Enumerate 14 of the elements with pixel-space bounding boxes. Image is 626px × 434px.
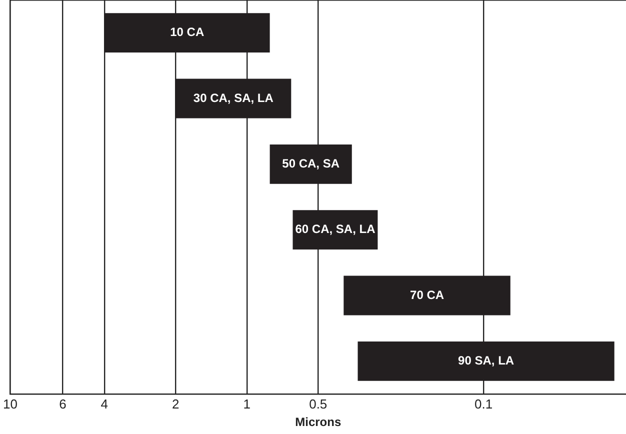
x-tick-label: 2: [172, 396, 180, 412]
y-tick-label: 60 CA, SA, LA: [295, 222, 376, 236]
y-tick-label: 70 CA: [410, 288, 444, 302]
x-tick-label: 1: [243, 396, 250, 412]
y-tick-label: 90 SA, LA: [458, 353, 514, 368]
y-tick-label: 30 CA, SA, LA: [193, 90, 274, 105]
x-tick-label: 0.5: [309, 396, 328, 412]
x-tick-label: 6: [59, 396, 66, 412]
x-axis-title: Microns: [295, 415, 342, 430]
y-tick-label: 10 CA: [170, 25, 204, 40]
x-tick-label: 10: [2, 396, 18, 412]
y-tick-label: 50 CA, SA: [282, 156, 340, 170]
x-tick-label: 0.1: [474, 396, 493, 412]
x-tick-label: 4: [100, 396, 108, 412]
